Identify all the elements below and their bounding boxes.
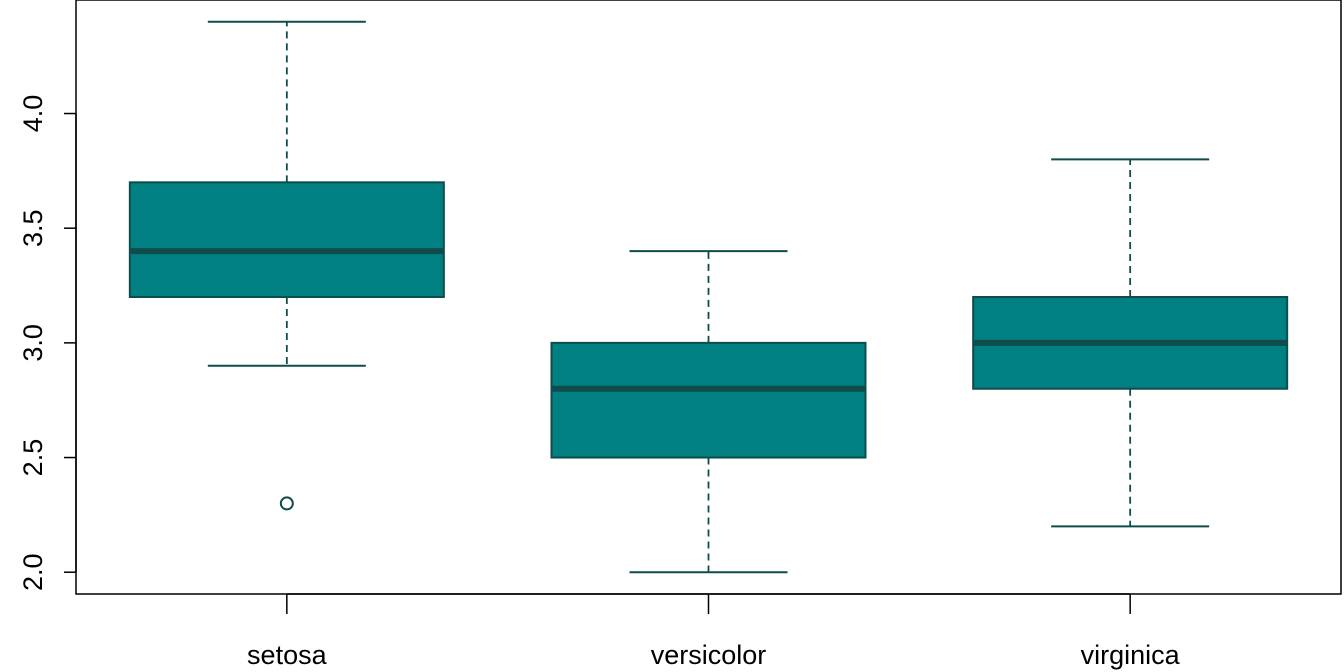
x-axis: setosa versicolor virginica xyxy=(247,593,1181,670)
y-tick-label-2: 3.0 xyxy=(18,324,48,362)
box-versicolor xyxy=(550,250,867,574)
y-axis: 2.0 2.5 3.0 3.5 4.0 xyxy=(18,95,77,591)
y-tick-label-3: 3.5 xyxy=(18,209,48,247)
box-body-versicolor xyxy=(550,341,867,459)
box-body-setosa xyxy=(128,181,445,298)
x-tick-label-versicolor: versicolor xyxy=(651,640,767,670)
y-tick-label-1: 2.5 xyxy=(18,439,48,477)
y-tick-label-0: 2.0 xyxy=(18,553,48,591)
x-tick-label-setosa: setosa xyxy=(247,640,328,670)
box-virginica xyxy=(972,158,1289,528)
x-tick-label-virginica: virginica xyxy=(1081,640,1181,670)
outlier-point-setosa-0 xyxy=(279,496,294,511)
box-setosa xyxy=(128,20,445,511)
y-tick-label-4: 4.0 xyxy=(18,95,48,133)
chart-marks xyxy=(128,20,1289,574)
